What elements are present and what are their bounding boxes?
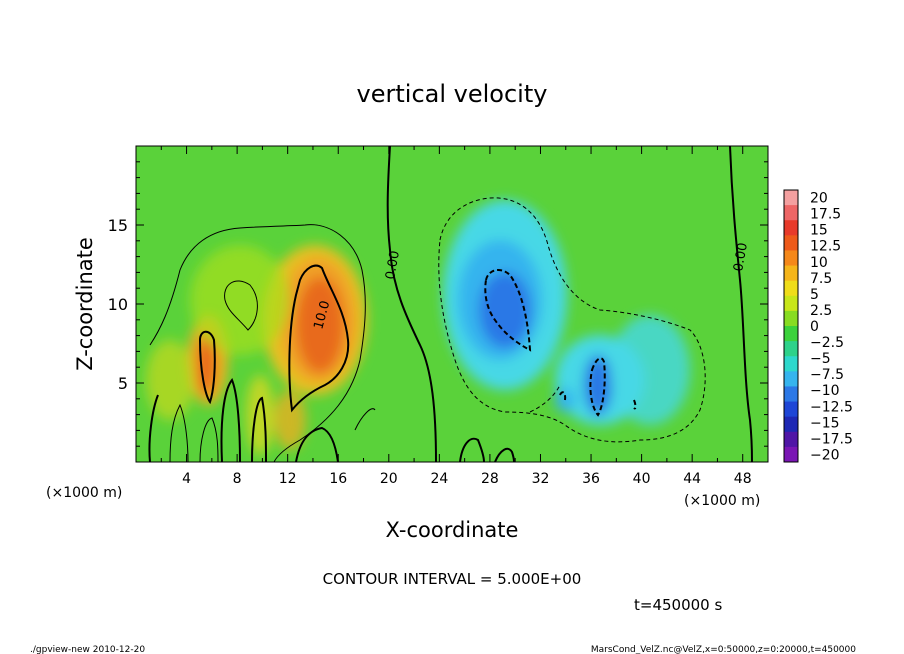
colorbar-swatch [784, 356, 798, 372]
colorbar-label: 17.5 [810, 207, 841, 223]
x-unit-right: (×1000 m) [684, 493, 760, 509]
colorbar-label: −10 [810, 383, 840, 399]
footer-left: ./gpview-new 2010-12-20 [30, 645, 145, 654]
colorbar-swatch [784, 401, 798, 418]
colorbar-label: −12.5 [810, 399, 853, 415]
plus10-contours [198, 264, 350, 413]
updraft-region [146, 245, 367, 455]
y-tick-label: 5 [118, 374, 128, 393]
contour-interval-text: CONTOUR INTERVAL = 5.000E+00 [323, 570, 582, 588]
colorbar-frame [783, 189, 799, 463]
colorbar-swatch [784, 371, 798, 387]
x-tick-label: 44 [683, 471, 701, 487]
colorbar-label: 12.5 [810, 239, 841, 255]
colorbar-swatch [784, 295, 798, 312]
colorbar-label: 10 [810, 255, 828, 271]
y-tick-label: 10 [108, 295, 128, 314]
x-tick-label: 16 [329, 471, 347, 487]
footer-right: MarsCond_VelZ.nc@VelZ,x=0:50000,z=0:2000… [591, 645, 856, 654]
chart-title: vertical velocity [357, 80, 548, 108]
colorbar-swatch [784, 386, 798, 403]
x-tick-label: 24 [430, 471, 448, 487]
colorbar: 2017.51512.5107.552.50−2.5−5−7.5−10−12.5… [783, 189, 853, 463]
colorbar-label: −17.5 [810, 431, 853, 447]
colorbar-swatch [784, 190, 798, 206]
colorbar-label: −5 [810, 351, 831, 367]
colorbar-swatch [784, 250, 798, 267]
x-tick-label: 20 [380, 471, 398, 487]
colorbar-label: −15 [810, 415, 840, 431]
x-tick-label: 32 [532, 471, 550, 487]
positive-contours [149, 224, 376, 462]
contour-label-zero-right: 0.00 [731, 242, 751, 273]
time-text: t=450000 s [634, 596, 722, 614]
x-tick-label: 28 [481, 471, 499, 487]
colorbar-label: −20 [810, 447, 840, 463]
downdraft-region [443, 200, 690, 425]
y-axis-label: Z-coordinate [73, 237, 97, 371]
colorbar-swatch [784, 310, 798, 327]
colorbar-swatch [784, 416, 798, 433]
x-tick-label: 8 [233, 471, 242, 487]
y-axis: 5 10 15 [108, 161, 768, 447]
negative-contours [438, 197, 706, 443]
contour-label-ten: 10.0 [311, 299, 333, 331]
x-tick-label: 4 [182, 471, 191, 487]
colorbar-label: 7.5 [810, 271, 832, 287]
x-tick-label: 48 [734, 471, 752, 487]
contour-label-zero-left: 0.00 [383, 250, 403, 281]
plot-area: 0.00 10.0 0.00 [136, 146, 768, 462]
x-tick-label: 12 [279, 471, 297, 487]
colorbar-swatch [784, 341, 798, 357]
colorbar-swatch [784, 220, 798, 236]
x-unit-left: (×1000 m) [46, 485, 122, 501]
colorbar-label: 20 [810, 191, 828, 207]
colorbar-label: 5 [810, 287, 819, 303]
colorbar-label: 0 [810, 319, 819, 335]
colorbar-swatch [784, 431, 798, 448]
x-axis: 4 8 12 16 20 24 28 32 36 40 44 48 [160, 146, 752, 487]
x-axis-label: X-coordinate [386, 518, 519, 542]
colorbar-swatch [784, 280, 798, 297]
x-tick-label: 40 [633, 471, 651, 487]
colorbar-label: 15 [810, 223, 828, 239]
colorbar-swatch [784, 235, 798, 251]
y-tick-label: 15 [108, 216, 128, 235]
colorbar-swatch [784, 326, 798, 342]
colorbar-label: 2.5 [810, 303, 832, 319]
colorbar-swatch [784, 265, 798, 282]
colorbar-swatch [784, 446, 798, 463]
colorbar-label: −2.5 [810, 335, 844, 351]
x-tick-label: 36 [582, 471, 600, 487]
minus10-contours [484, 268, 637, 417]
colorbar-swatch [784, 205, 798, 221]
colorbar-label: −7.5 [810, 367, 844, 383]
zero-contours [148, 146, 753, 462]
